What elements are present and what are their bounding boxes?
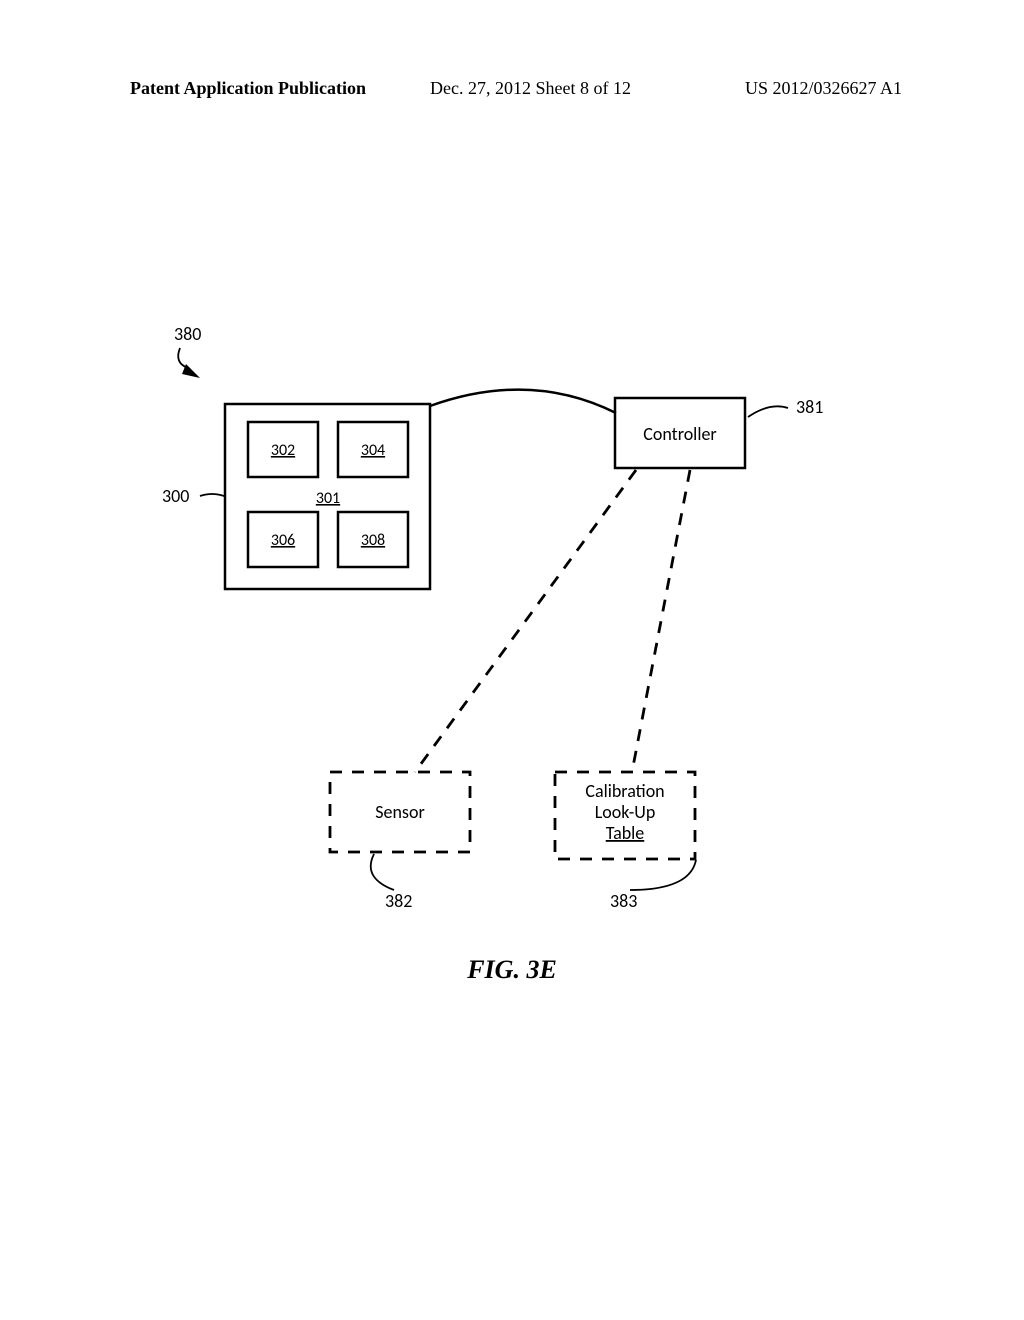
- sensor-label: Sensor: [375, 801, 425, 823]
- figure-svg: 302 304 306 308 301 Controller Sensor Ca…: [0, 0, 1024, 1320]
- page-root: Patent Application Publication Dec. 27, …: [0, 0, 1024, 1320]
- cell-tr-label: 304: [361, 441, 385, 460]
- module-inner-label: 301: [316, 489, 340, 508]
- ref-383: 383: [610, 890, 637, 912]
- controller-table-link: [632, 470, 690, 772]
- controller-label: Controller: [643, 423, 716, 445]
- ref-300: 300: [162, 485, 189, 507]
- ref-300-leader: [200, 494, 224, 496]
- ref-383-leader: [630, 860, 696, 890]
- table-label-2: Look-Up: [595, 801, 656, 823]
- cell-br-label: 308: [361, 531, 385, 550]
- table-label-3: Table: [606, 822, 645, 844]
- ref-381: 381: [796, 396, 823, 418]
- module-controller-arc: [430, 390, 616, 413]
- ref-381-leader: [748, 406, 788, 417]
- ref-382-leader: [371, 854, 394, 890]
- controller-sensor-link: [415, 470, 636, 772]
- ref-382: 382: [385, 890, 412, 912]
- table-label-1: Calibration: [585, 780, 664, 802]
- cell-tl-label: 302: [271, 441, 295, 460]
- figure-caption: FIG. 3E: [0, 955, 1024, 985]
- cell-bl-label: 306: [271, 531, 295, 550]
- ref-380: 380: [174, 323, 201, 345]
